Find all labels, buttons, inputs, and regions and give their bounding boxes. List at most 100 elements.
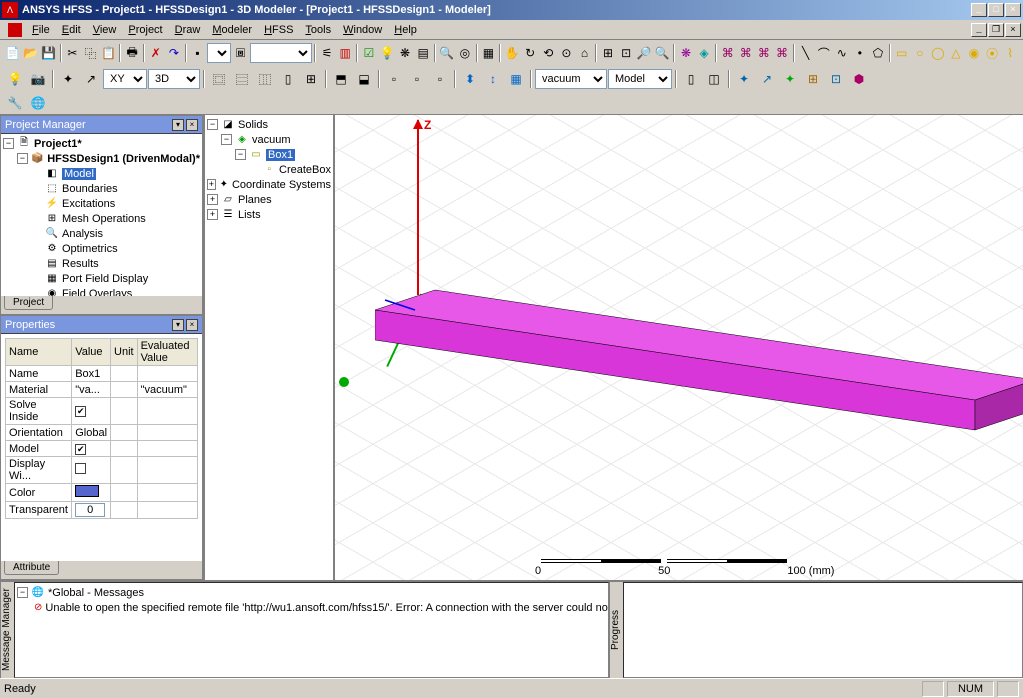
cone-icon[interactable]: △ (947, 42, 964, 64)
menu-hfss[interactable]: HFSS (258, 22, 299, 38)
measure-icon[interactable]: ⚟ (319, 42, 336, 64)
menu-tools[interactable]: Tools (299, 22, 337, 38)
tree-model[interactable]: ◧Model (31, 166, 200, 181)
helix-icon[interactable]: ⌇ (1002, 42, 1019, 64)
open-icon[interactable]: 📂 (22, 42, 39, 64)
viewport-3d[interactable]: Z 0 50 100 (mm) (335, 115, 1023, 580)
axis-icon[interactable]: ↗ (80, 68, 102, 90)
zoom-in-icon[interactable]: 🔍 (438, 42, 455, 64)
fields-icon[interactable]: ◈ (696, 42, 713, 64)
tree-coords[interactable]: +✦Coordinate Systems (207, 177, 331, 192)
analyze-icon[interactable]: 💡 (378, 42, 395, 64)
b3-icon[interactable]: ▫ (429, 68, 451, 90)
tree-lists[interactable]: +☰Lists (207, 207, 331, 222)
redo-icon[interactable]: ↷ (165, 42, 182, 64)
arc-icon[interactable]: ⌒ (815, 42, 832, 64)
layers-icon[interactable]: ▤ (415, 42, 432, 64)
model-dropdown[interactable]: Model (608, 69, 672, 89)
g2-icon[interactable]: ◫ (703, 68, 725, 90)
panel-close-button[interactable]: × (186, 119, 198, 131)
s3-icon[interactable]: ✦ (779, 68, 801, 90)
save-icon[interactable]: 💾 (40, 42, 57, 64)
u1-icon[interactable]: ⬒ (330, 68, 352, 90)
poly-icon[interactable]: ⬠ (869, 42, 886, 64)
torus-icon[interactable]: ⦿ (984, 42, 1001, 64)
spline-icon[interactable]: ∿ (833, 42, 850, 64)
panel-pin-button[interactable]: ▾ (172, 319, 184, 331)
tree-analysis[interactable]: 🔍Analysis (31, 226, 200, 241)
tree-boundaries[interactable]: ⬚Boundaries (31, 181, 200, 196)
tree-optimetrics[interactable]: ⚙Optimetrics (31, 241, 200, 256)
menu-draw[interactable]: Draw (169, 22, 207, 38)
prop-material-value[interactable]: "va... (72, 382, 111, 398)
face-icon[interactable]: 🞖 (232, 42, 249, 64)
u2-icon[interactable]: ⬓ (353, 68, 375, 90)
prop-name-value[interactable]: Box1 (72, 366, 111, 382)
m3-icon[interactable]: ▦ (505, 68, 527, 90)
box-3d[interactable] (375, 280, 1023, 443)
panel-close-button[interactable]: × (186, 319, 198, 331)
maximize-button[interactable]: □ (988, 3, 1004, 17)
attribute-tab[interactable]: Attribute (4, 561, 59, 575)
s4-icon[interactable]: ⊞ (802, 68, 824, 90)
filter-dropdown[interactable] (250, 43, 312, 63)
copy-icon[interactable]: ⿻ (82, 42, 99, 64)
plane-dropdown[interactable]: XY (103, 69, 147, 89)
b1-icon[interactable]: ▫ (383, 68, 405, 90)
new-icon[interactable]: 📄 (4, 42, 21, 64)
s6-icon[interactable]: ⬢ (848, 68, 870, 90)
wrench-icon[interactable]: 🔧 (4, 92, 26, 114)
prop-model-checkbox[interactable]: ✔ (75, 444, 86, 455)
origin-icon[interactable]: ✦ (57, 68, 79, 90)
cut-icon[interactable]: ✂ (64, 42, 81, 64)
menu-file[interactable]: File (26, 22, 56, 38)
material-dropdown[interactable]: vacuum (535, 69, 607, 89)
t2-icon[interactable]: ⿳ (231, 68, 253, 90)
home-icon[interactable]: ⌂ (576, 42, 593, 64)
point-icon[interactable]: • (851, 42, 868, 64)
project-tab[interactable]: Project (4, 296, 53, 310)
m1-icon[interactable]: ⬍ (459, 68, 481, 90)
tree-field-overlays[interactable]: ◉Field Overlays (31, 286, 200, 296)
line-icon[interactable]: ╲ (797, 42, 814, 64)
view-icon[interactable]: ▦ (480, 42, 497, 64)
light-icon[interactable]: 💡 (4, 68, 26, 90)
message-manager-label[interactable]: Message Manager (0, 582, 14, 678)
tree-design[interactable]: −📦HFSSDesign1 (DrivenModal)* (17, 151, 200, 166)
error-message[interactable]: ⊘Unable to open the specified remote fil… (31, 600, 606, 615)
radiation-icon[interactable]: ❋ (677, 42, 694, 64)
menu-window[interactable]: Window (337, 22, 388, 38)
s2-icon[interactable]: ↗ (756, 68, 778, 90)
g1-icon[interactable]: ▯ (680, 68, 702, 90)
align-icon[interactable]: ▥ (337, 42, 354, 64)
select-mode-dropdown[interactable] (207, 43, 231, 63)
prop-transparent-value[interactable]: 0 (75, 503, 105, 517)
s5-icon[interactable]: ⊡ (825, 68, 847, 90)
fit-all-icon[interactable]: ⊡ (618, 42, 635, 64)
menu-project[interactable]: Project (122, 22, 168, 38)
tree-project[interactable]: −🗎Project1* (3, 136, 200, 151)
prop-color-swatch[interactable] (75, 485, 99, 497)
a4-icon[interactable]: ⌘ (773, 42, 790, 64)
tree-results[interactable]: ▤Results (31, 256, 200, 271)
tree-port-field-display[interactable]: ▦Port Field Display (31, 271, 200, 286)
a1-icon[interactable]: ⌘ (719, 42, 736, 64)
globe-icon[interactable]: 🌐 (27, 92, 49, 114)
t1-icon[interactable]: ⿴ (208, 68, 230, 90)
a2-icon[interactable]: ⌘ (737, 42, 754, 64)
camera-icon[interactable]: 📷 (27, 68, 49, 90)
undo-icon[interactable]: ✗ (147, 42, 164, 64)
menu-help[interactable]: Help (388, 22, 423, 38)
tree-createbox[interactable]: ▫CreateBox (249, 162, 331, 177)
tree-box1[interactable]: −▭Box1 (235, 147, 331, 162)
panel-pin-button[interactable]: ▾ (172, 119, 184, 131)
sphere-icon[interactable]: ◉ (965, 42, 982, 64)
messages-header[interactable]: −🌐*Global - Messages (17, 585, 606, 600)
mode-dropdown[interactable]: 3D (148, 69, 200, 89)
tree-solids[interactable]: −◪Solids (207, 117, 331, 132)
zoom-prev-icon[interactable]: 🔍 (654, 42, 671, 64)
validate-icon[interactable]: ☑ (360, 42, 377, 64)
pan-icon[interactable]: ✋ (504, 42, 521, 64)
menu-modeler[interactable]: Modeler (206, 22, 258, 38)
t4-icon[interactable]: ▯ (277, 68, 299, 90)
